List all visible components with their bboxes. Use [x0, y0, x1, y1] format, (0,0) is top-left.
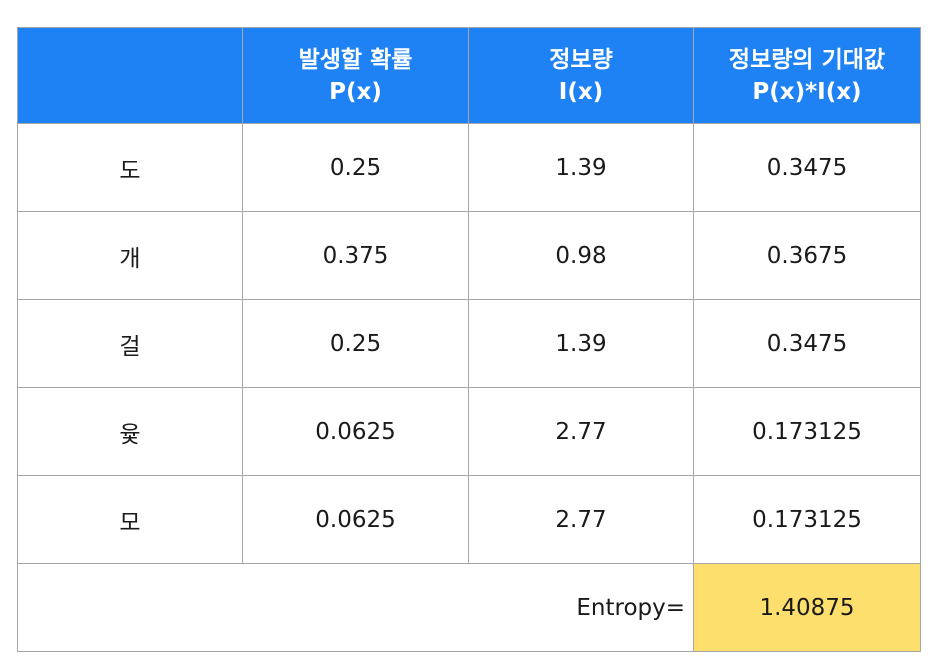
row-label: 도	[17, 123, 243, 212]
expected-cell: 0.173125	[693, 475, 921, 564]
entropy-total-row: Entropy= 1.40875	[17, 563, 921, 652]
table-row: 걸 0.25 1.39 0.3475	[17, 299, 921, 388]
information-cell: 0.98	[468, 211, 694, 300]
entropy-table: 발생할 확률 P(x) 정보량 I(x) 정보량의 기대값 P(x)*I(x) …	[17, 27, 921, 652]
expected-cell: 0.3675	[693, 211, 921, 300]
header-probability-title: 발생할 확률	[298, 46, 413, 73]
header-expected-title: 정보량의 기대값	[728, 46, 886, 73]
row-label: 윷	[17, 387, 243, 476]
information-cell: 2.77	[468, 475, 694, 564]
header-information: 정보량 I(x)	[468, 27, 694, 124]
expected-cell: 0.3475	[693, 123, 921, 212]
header-row: 발생할 확률 P(x) 정보량 I(x) 정보량의 기대값 P(x)*I(x)	[17, 27, 921, 124]
header-empty-cell	[17, 27, 243, 124]
table-row: 모 0.0625 2.77 0.173125	[17, 475, 921, 564]
probability-cell: 0.0625	[242, 475, 469, 564]
header-information-formula: I(x)	[558, 78, 604, 105]
row-label: 개	[17, 211, 243, 300]
probability-cell: 0.375	[242, 211, 469, 300]
header-information-title: 정보량	[549, 46, 613, 73]
row-label: 모	[17, 475, 243, 564]
row-label: 걸	[17, 299, 243, 388]
probability-cell: 0.25	[242, 123, 469, 212]
information-cell: 1.39	[468, 123, 694, 212]
header-expected-formula: P(x)*I(x)	[752, 78, 862, 105]
header-probability: 발생할 확률 P(x)	[242, 27, 469, 124]
table-row: 개 0.375 0.98 0.3675	[17, 211, 921, 300]
entropy-label: Entropy=	[17, 563, 694, 652]
header-probability-formula: P(x)	[329, 78, 382, 105]
information-cell: 2.77	[468, 387, 694, 476]
probability-cell: 0.0625	[242, 387, 469, 476]
entropy-value: 1.40875	[693, 563, 921, 652]
probability-cell: 0.25	[242, 299, 469, 388]
header-expected-information: 정보량의 기대값 P(x)*I(x)	[693, 27, 921, 124]
table-row: 윷 0.0625 2.77 0.173125	[17, 387, 921, 476]
information-cell: 1.39	[468, 299, 694, 388]
table-row: 도 0.25 1.39 0.3475	[17, 123, 921, 212]
expected-cell: 0.173125	[693, 387, 921, 476]
expected-cell: 0.3475	[693, 299, 921, 388]
